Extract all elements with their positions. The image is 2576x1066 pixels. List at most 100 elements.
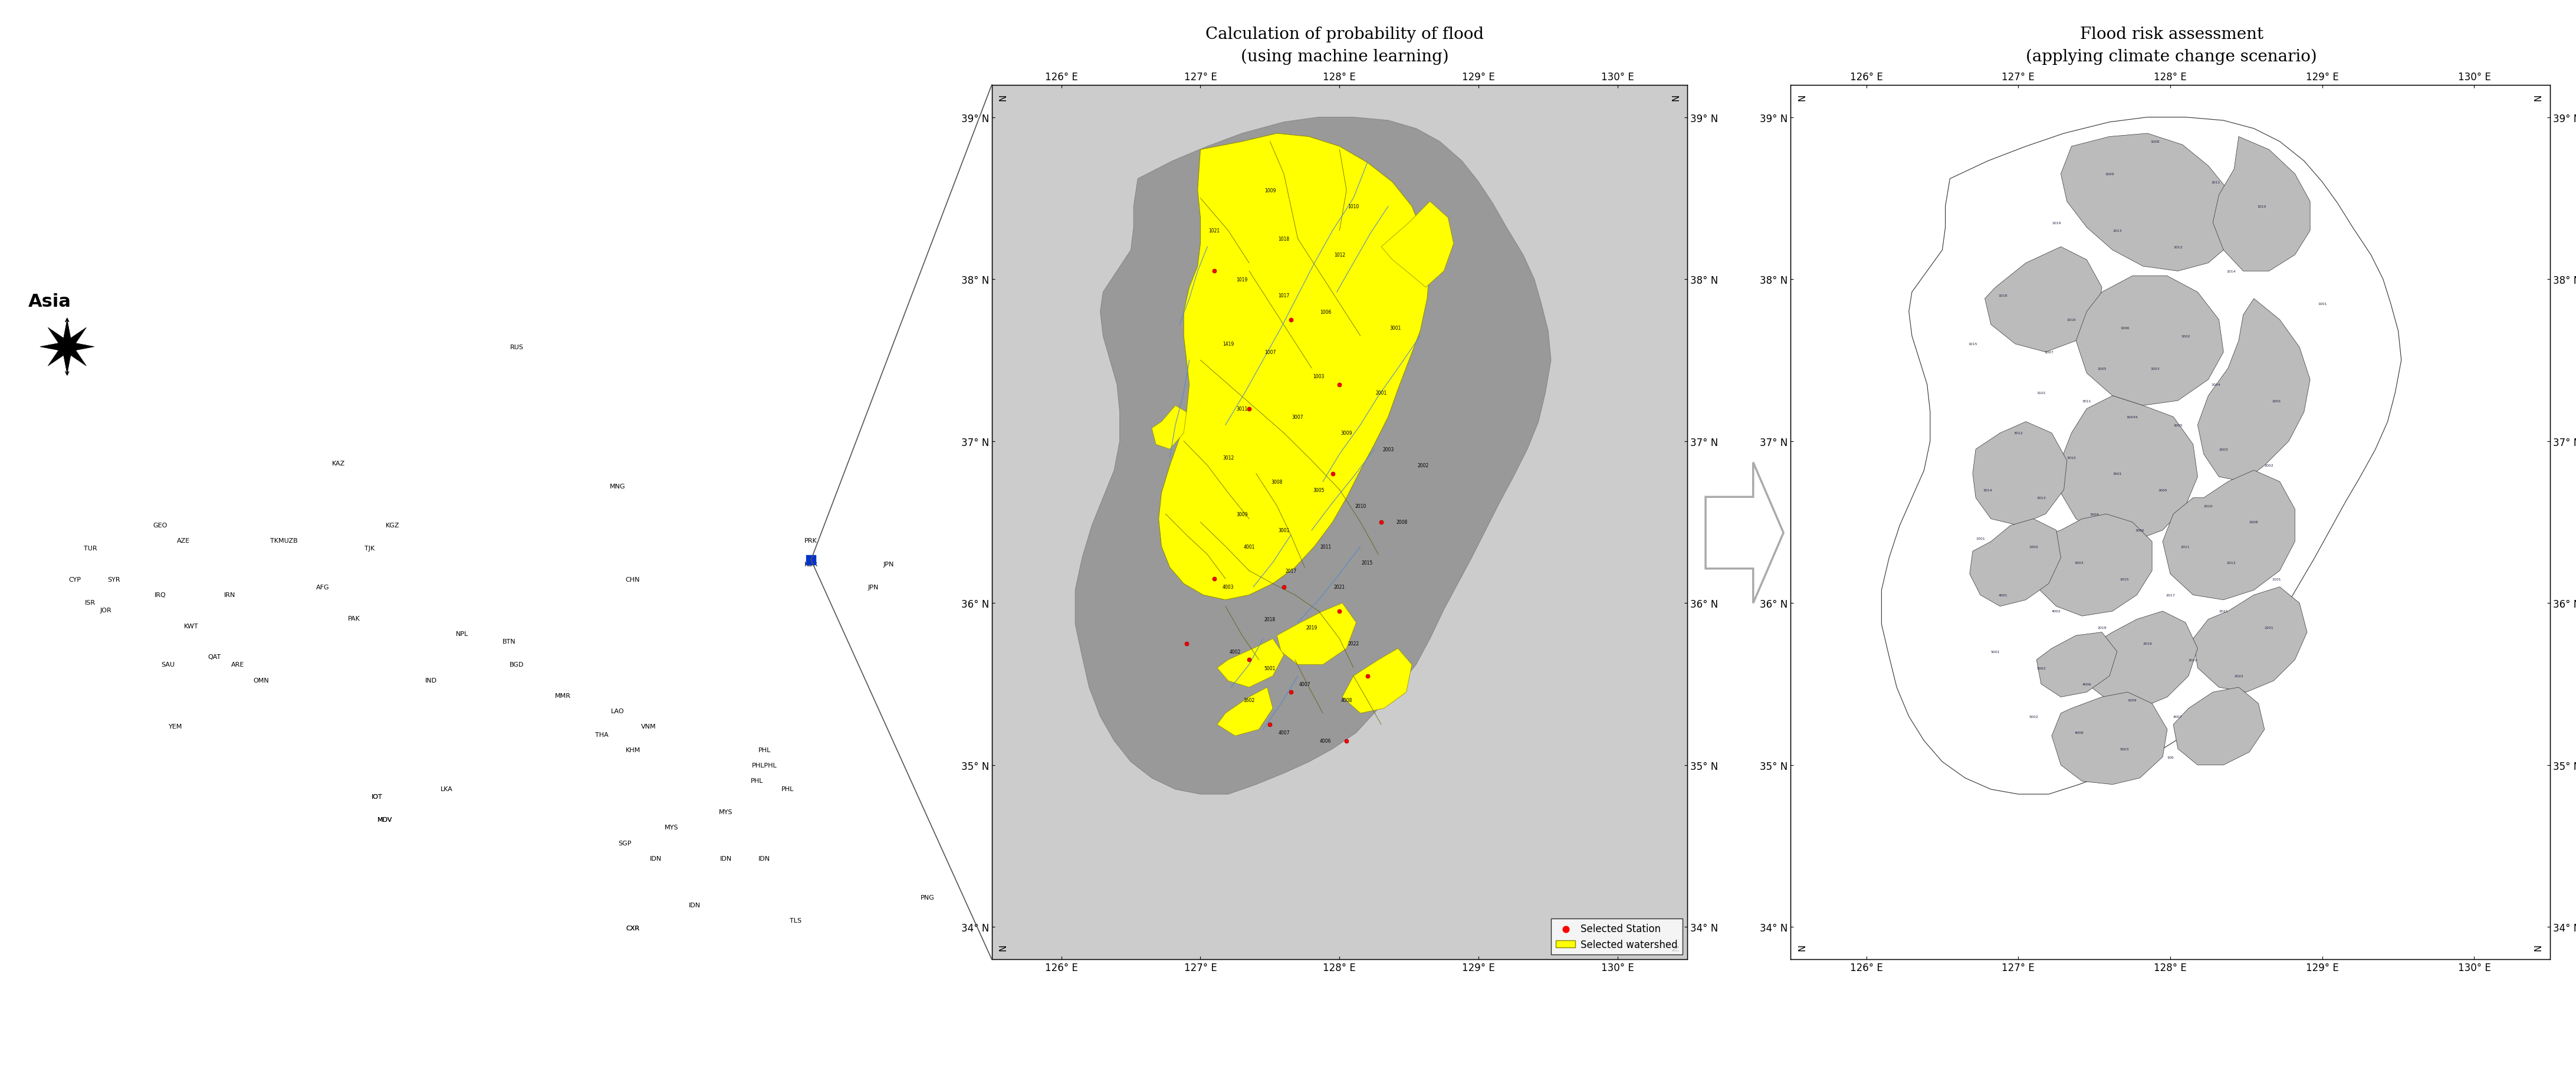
Text: JPN: JPN: [868, 584, 878, 591]
Text: 1010: 1010: [1347, 204, 1360, 209]
Polygon shape: [1342, 648, 1412, 713]
Text: MMR: MMR: [554, 693, 572, 698]
Text: 2019: 2019: [2143, 643, 2151, 645]
Text: 2020: 2020: [2190, 659, 2197, 661]
Text: 3005: 3005: [1314, 487, 1324, 492]
Text: 3101: 3101: [2038, 391, 2045, 394]
Text: 1018: 1018: [1278, 237, 1291, 242]
Text: 2101: 2101: [2272, 578, 2282, 581]
Polygon shape: [2213, 138, 2311, 272]
Text: 3011: 3011: [1236, 406, 1247, 411]
Text: PHL: PHL: [781, 786, 793, 792]
Text: 2003: 2003: [2218, 448, 2228, 451]
Text: 10044: 10044: [2128, 416, 2138, 419]
Text: RUS: RUS: [510, 344, 523, 350]
Text: TJK: TJK: [363, 546, 374, 551]
Text: 5002: 5002: [2030, 715, 2038, 718]
Text: 2008: 2008: [2249, 521, 2259, 523]
Text: 3007: 3007: [1293, 415, 1303, 420]
Text: 1009: 1009: [2128, 699, 2138, 701]
Text: 3008: 3008: [1270, 480, 1283, 485]
Text: KWT: KWT: [183, 623, 198, 629]
Polygon shape: [2192, 587, 2308, 692]
Text: OMN: OMN: [252, 677, 268, 683]
Text: 1007: 1007: [1265, 350, 1275, 355]
Text: 3012: 3012: [1224, 455, 1234, 461]
Text: 4008: 4008: [1340, 698, 1352, 704]
Text: ISR: ISR: [85, 600, 95, 605]
Text: 1002: 1002: [2182, 335, 2190, 338]
Polygon shape: [2061, 134, 2239, 272]
Text: 4001: 4001: [1244, 544, 1255, 549]
Text: 2017: 2017: [2166, 594, 2174, 597]
Text: 1017: 1017: [1278, 293, 1291, 298]
Text: KOR: KOR: [804, 561, 817, 567]
Text: N: N: [1672, 944, 1680, 951]
Text: 3001: 3001: [1388, 325, 1401, 330]
Polygon shape: [2061, 397, 2197, 542]
Text: 5003: 5003: [2038, 666, 2045, 669]
Polygon shape: [2038, 632, 2117, 697]
Text: 3005: 3005: [2159, 488, 2166, 491]
Text: 1019: 1019: [1236, 277, 1247, 282]
Text: IDN: IDN: [757, 855, 770, 861]
Text: KHM: KHM: [626, 747, 641, 753]
Text: 5001: 5001: [1991, 650, 1999, 653]
Text: 4002: 4002: [2050, 610, 2061, 613]
Text: 2010: 2010: [1355, 503, 1365, 508]
Polygon shape: [1971, 519, 2061, 607]
Text: 1013: 1013: [2112, 229, 2123, 232]
Text: BGD: BGD: [510, 662, 523, 667]
Text: 3009: 3009: [1340, 431, 1352, 436]
Text: CHN: CHN: [626, 577, 639, 582]
Text: 1011: 1011: [2210, 181, 2221, 183]
Text: 2002: 2002: [1417, 463, 1430, 468]
Text: Calculation of probability of flood
(using machine learning): Calculation of probability of flood (usi…: [1206, 27, 1484, 65]
Text: 3001: 3001: [1278, 528, 1291, 533]
Text: PRK: PRK: [804, 538, 817, 544]
Text: LKA: LKA: [440, 786, 453, 792]
Text: IRQ: IRQ: [155, 592, 165, 598]
Text: IOT: IOT: [371, 793, 384, 800]
Text: SGP: SGP: [618, 840, 631, 845]
Text: 4007: 4007: [1298, 681, 1311, 687]
Text: 4003: 4003: [1224, 584, 1234, 589]
Text: 3011: 3011: [2081, 400, 2092, 402]
Text: 2015: 2015: [2120, 578, 2130, 581]
Polygon shape: [2174, 688, 2264, 765]
Text: 2018: 2018: [1265, 617, 1275, 623]
Text: 1012: 1012: [1334, 253, 1345, 258]
Text: 1010: 1010: [2257, 206, 2267, 208]
Text: 3014: 3014: [1984, 488, 1994, 491]
Text: 3010: 3010: [2066, 456, 2076, 459]
Text: 2011: 2011: [2182, 545, 2190, 548]
Polygon shape: [1216, 639, 1283, 688]
Text: 1012: 1012: [2174, 245, 2182, 248]
Text: 1007: 1007: [2045, 351, 2053, 354]
Polygon shape: [1216, 688, 1273, 736]
Text: Flood risk assessment
(applying climate change scenario): Flood risk assessment (applying climate …: [2025, 27, 2318, 65]
Text: N: N: [999, 94, 1007, 100]
Text: MNG: MNG: [611, 484, 626, 489]
Text: PHL: PHL: [757, 747, 770, 753]
Text: TUR: TUR: [82, 546, 98, 551]
Text: SYR: SYR: [108, 577, 121, 582]
Text: YEM: YEM: [167, 724, 183, 729]
Text: 4008: 4008: [2074, 731, 2084, 734]
Text: MDV: MDV: [376, 817, 392, 823]
Text: 3004: 3004: [2089, 513, 2099, 516]
Text: 2201: 2201: [2264, 626, 2275, 629]
Text: 2003: 2003: [1383, 447, 1394, 452]
Text: 1015: 1015: [1968, 343, 1978, 345]
Text: QAT: QAT: [209, 655, 222, 660]
Text: TLS: TLS: [791, 918, 801, 923]
Legend: Selected Station, Selected watershed: Selected Station, Selected watershed: [1551, 919, 1682, 954]
Text: IOT: IOT: [371, 793, 384, 800]
Text: 1016: 1016: [2066, 319, 2076, 322]
Text: TKMUZB: TKMUZB: [270, 538, 299, 544]
Polygon shape: [1880, 117, 2401, 794]
Polygon shape: [2076, 276, 2223, 406]
Text: 2018: 2018: [2097, 626, 2107, 629]
Text: 2010: 2010: [2202, 504, 2213, 507]
Polygon shape: [1159, 134, 1430, 600]
